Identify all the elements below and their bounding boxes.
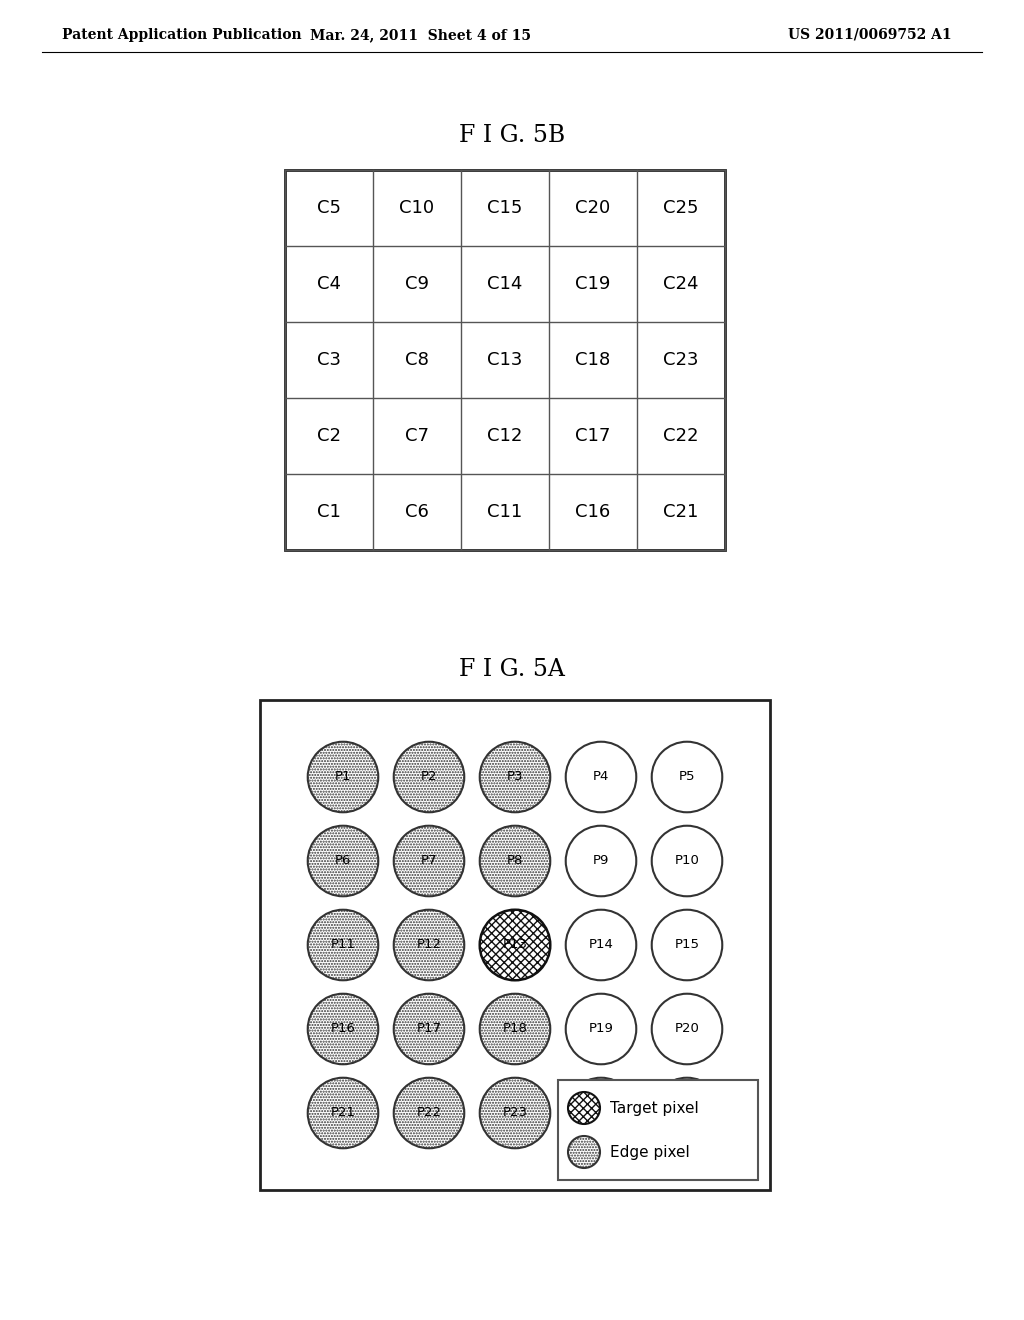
Ellipse shape: [568, 1092, 600, 1125]
Text: P6: P6: [335, 854, 351, 867]
Text: P12: P12: [417, 939, 441, 952]
Text: C13: C13: [487, 351, 522, 370]
Text: P7: P7: [421, 854, 437, 867]
Text: Mar. 24, 2011  Sheet 4 of 15: Mar. 24, 2011 Sheet 4 of 15: [309, 28, 530, 42]
Ellipse shape: [393, 826, 464, 896]
Text: P2: P2: [421, 771, 437, 784]
Text: P24: P24: [589, 1106, 613, 1119]
Ellipse shape: [308, 994, 378, 1064]
Text: P11: P11: [331, 939, 355, 952]
Text: US 2011/0069752 A1: US 2011/0069752 A1: [788, 28, 952, 42]
Text: C6: C6: [406, 503, 429, 521]
Text: C20: C20: [575, 199, 610, 216]
Text: P23: P23: [503, 1106, 527, 1119]
Text: P19: P19: [589, 1023, 613, 1035]
Text: C4: C4: [317, 275, 341, 293]
Text: C25: C25: [664, 199, 698, 216]
Ellipse shape: [565, 742, 636, 812]
Text: C17: C17: [575, 426, 610, 445]
Ellipse shape: [308, 826, 378, 896]
Text: C14: C14: [487, 275, 522, 293]
Ellipse shape: [565, 826, 636, 896]
Text: P1: P1: [335, 771, 351, 784]
Text: C7: C7: [406, 426, 429, 445]
Text: P10: P10: [675, 854, 699, 867]
Text: P18: P18: [503, 1023, 527, 1035]
Text: C10: C10: [399, 199, 434, 216]
Ellipse shape: [568, 1137, 600, 1168]
Text: C23: C23: [664, 351, 698, 370]
Ellipse shape: [651, 994, 722, 1064]
Text: P15: P15: [675, 939, 699, 952]
Text: P14: P14: [589, 939, 613, 952]
Bar: [285, 170, 725, 550]
Ellipse shape: [308, 909, 378, 981]
Text: P8: P8: [507, 854, 523, 867]
Text: P5: P5: [679, 771, 695, 784]
Bar: [558, 1080, 758, 1180]
Ellipse shape: [479, 909, 550, 981]
Ellipse shape: [651, 909, 722, 981]
Text: P20: P20: [675, 1023, 699, 1035]
Text: C11: C11: [487, 503, 522, 521]
Ellipse shape: [565, 1077, 636, 1148]
Text: F I G. 5B: F I G. 5B: [459, 124, 565, 147]
Text: C19: C19: [575, 275, 610, 293]
Ellipse shape: [393, 1077, 464, 1148]
Text: C21: C21: [664, 503, 698, 521]
Ellipse shape: [479, 742, 550, 812]
Text: C24: C24: [664, 275, 698, 293]
Text: Target pixel: Target pixel: [610, 1101, 698, 1115]
Text: P25: P25: [675, 1106, 699, 1119]
Ellipse shape: [565, 994, 636, 1064]
Text: C5: C5: [317, 199, 341, 216]
Text: P21: P21: [331, 1106, 355, 1119]
Text: C2: C2: [317, 426, 341, 445]
Ellipse shape: [479, 1077, 550, 1148]
Text: C15: C15: [487, 199, 522, 216]
Text: P16: P16: [331, 1023, 355, 1035]
Ellipse shape: [479, 994, 550, 1064]
Ellipse shape: [308, 1077, 378, 1148]
Text: C18: C18: [575, 351, 610, 370]
Text: C9: C9: [406, 275, 429, 293]
Ellipse shape: [393, 994, 464, 1064]
Ellipse shape: [651, 1077, 722, 1148]
Bar: [260, 700, 770, 1191]
Ellipse shape: [308, 742, 378, 812]
Ellipse shape: [651, 826, 722, 896]
Text: P22: P22: [417, 1106, 441, 1119]
Ellipse shape: [393, 909, 464, 981]
Text: C8: C8: [406, 351, 429, 370]
Text: C22: C22: [664, 426, 698, 445]
Text: P9: P9: [593, 854, 609, 867]
Text: P3: P3: [507, 771, 523, 784]
Text: P17: P17: [417, 1023, 441, 1035]
Text: Edge pixel: Edge pixel: [610, 1144, 690, 1159]
Text: C12: C12: [487, 426, 522, 445]
Text: C1: C1: [317, 503, 341, 521]
Text: P13: P13: [503, 939, 527, 952]
Ellipse shape: [565, 909, 636, 981]
Ellipse shape: [651, 742, 722, 812]
Text: Patent Application Publication: Patent Application Publication: [62, 28, 302, 42]
Ellipse shape: [479, 826, 550, 896]
Text: P4: P4: [593, 771, 609, 784]
Text: F I G. 5A: F I G. 5A: [459, 659, 565, 681]
Text: C16: C16: [575, 503, 610, 521]
Text: C3: C3: [317, 351, 341, 370]
Ellipse shape: [393, 742, 464, 812]
